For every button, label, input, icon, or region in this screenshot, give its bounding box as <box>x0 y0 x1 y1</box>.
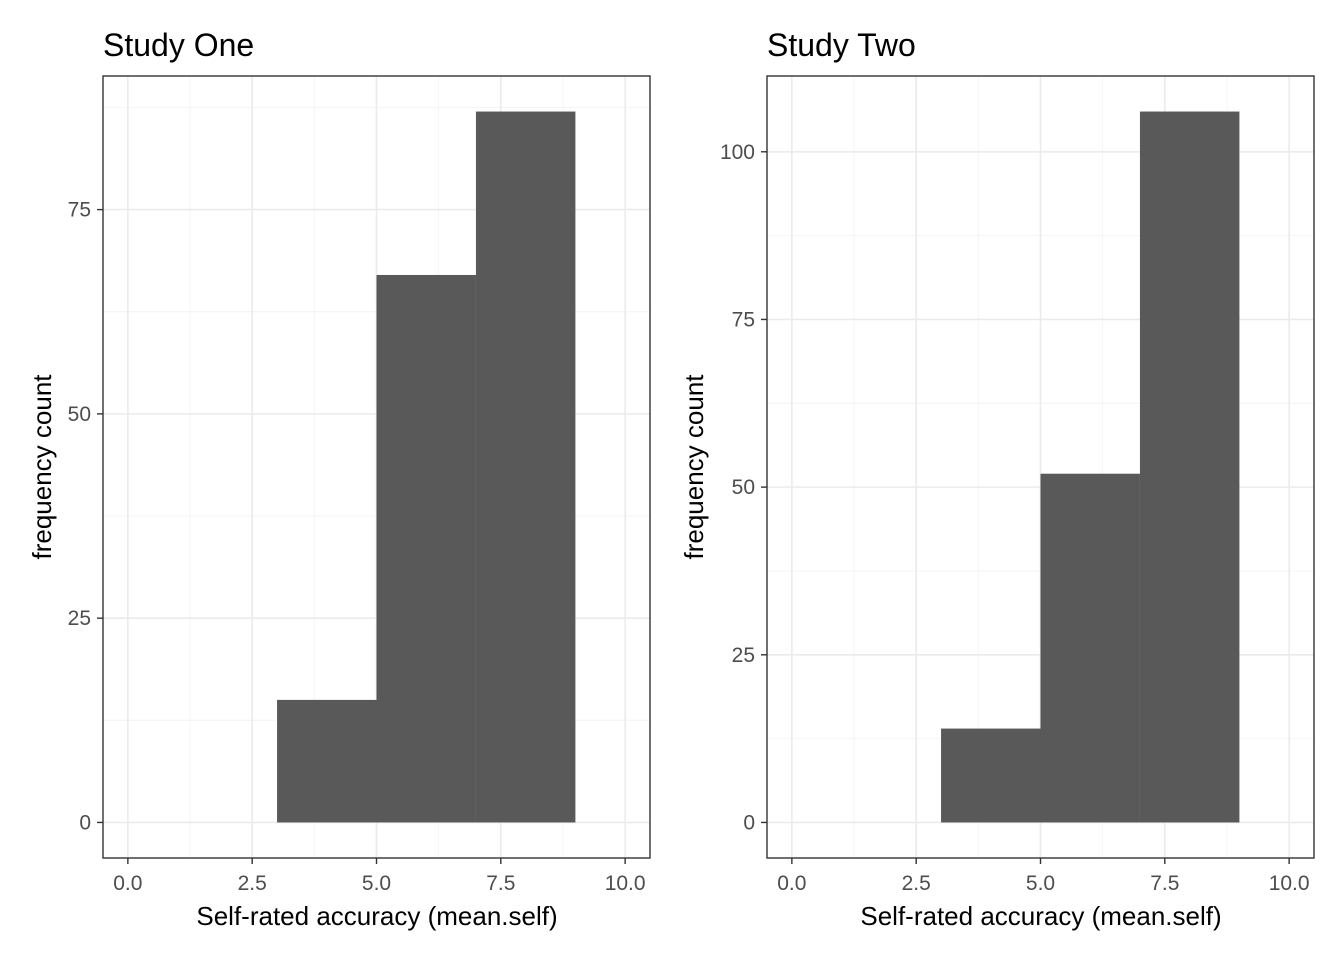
histogram-bar-1 <box>277 699 377 823</box>
histogram-bar-1 <box>941 728 1041 823</box>
x-tick-label: 7.5 <box>1150 872 1179 895</box>
y-axis-title: frequency count <box>27 374 57 560</box>
histogram-bar-3 <box>1139 111 1240 823</box>
x-tick-label: 2.5 <box>902 872 931 895</box>
x-tick-label: 0.0 <box>113 872 142 895</box>
chart-title: Study Two <box>767 27 916 63</box>
plot-area: 0.0 2.5 5.0 7.5 10.0 0 25 50 75 <box>68 75 651 895</box>
x-axis-title: Self-rated accuracy (mean.self) <box>860 901 1221 931</box>
y-tick-label: 0 <box>743 811 755 834</box>
plot-area: 0.0 2.5 5.0 7.5 10.0 0 25 50 75 100 <box>720 75 1315 895</box>
y-tick-label: 100 <box>720 141 755 164</box>
y-tick-label: 50 <box>732 476 755 499</box>
y-tick-label: 50 <box>68 403 91 426</box>
x-tick-label: 7.5 <box>486 872 515 895</box>
y-tick-label: 25 <box>732 644 755 667</box>
y-axis-title: frequency count <box>679 374 709 560</box>
study-two-chart: Study Two Self-rated accuracy (mean.self… <box>679 27 1315 931</box>
x-tick-label: 5.0 <box>362 872 391 895</box>
histogram-bar-2 <box>1040 473 1140 823</box>
x-tick-label: 2.5 <box>238 872 267 895</box>
x-axis-title: Self-rated accuracy (mean.self) <box>196 901 557 931</box>
y-tick-label: 0 <box>79 811 91 834</box>
x-tick-label: 10.0 <box>1269 872 1310 895</box>
study-one-chart: Study One Self-rated accuracy (mean.self… <box>27 27 651 931</box>
y-tick-label: 75 <box>732 308 755 331</box>
x-tick-label: 0.0 <box>777 872 806 895</box>
y-tick-label: 75 <box>68 199 91 222</box>
histogram-bar-3 <box>475 111 576 823</box>
x-tick-label: 10.0 <box>605 872 646 895</box>
chart-title: Study One <box>103 27 254 63</box>
x-tick-label: 5.0 <box>1026 872 1055 895</box>
y-tick-label: 25 <box>68 607 91 630</box>
histogram-bar-2 <box>376 274 476 823</box>
